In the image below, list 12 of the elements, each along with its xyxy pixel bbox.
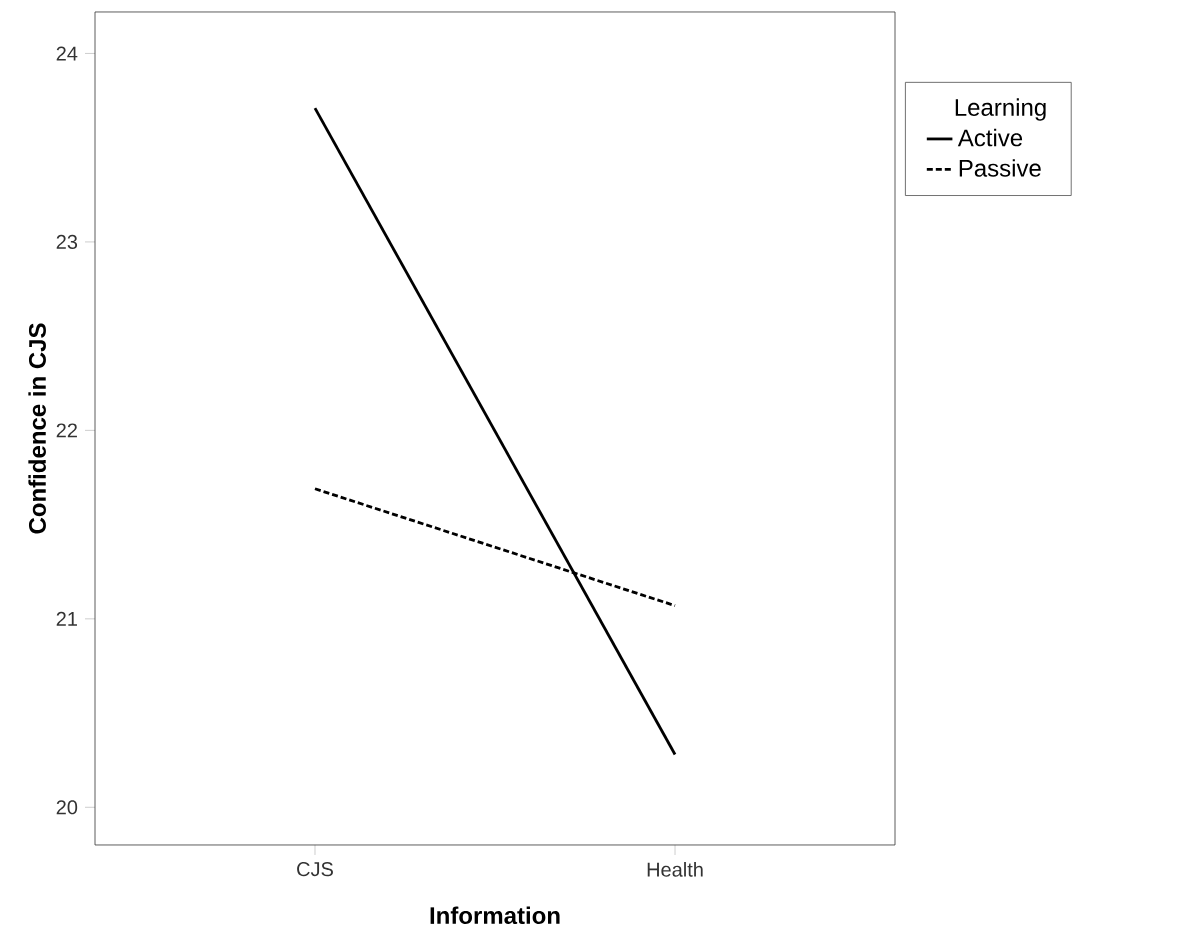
x-axis-title: Information	[430, 906, 560, 925]
y-tick-label: 22	[56, 423, 77, 438]
y-tick-label: 20	[56, 800, 78, 815]
y-tick-label: 24	[56, 46, 78, 61]
legend-title: Learning	[955, 98, 1046, 121]
legend-label: Passive	[959, 159, 1041, 177]
x-tick-label: Health	[647, 862, 703, 877]
y-axis-title: Confidence in CJS	[28, 323, 46, 534]
y-tick-label: 21	[56, 611, 77, 626]
legend-label: Active	[957, 128, 1023, 147]
y-tick-label: 23	[56, 234, 78, 249]
x-tick-label: CJS	[297, 862, 333, 877]
